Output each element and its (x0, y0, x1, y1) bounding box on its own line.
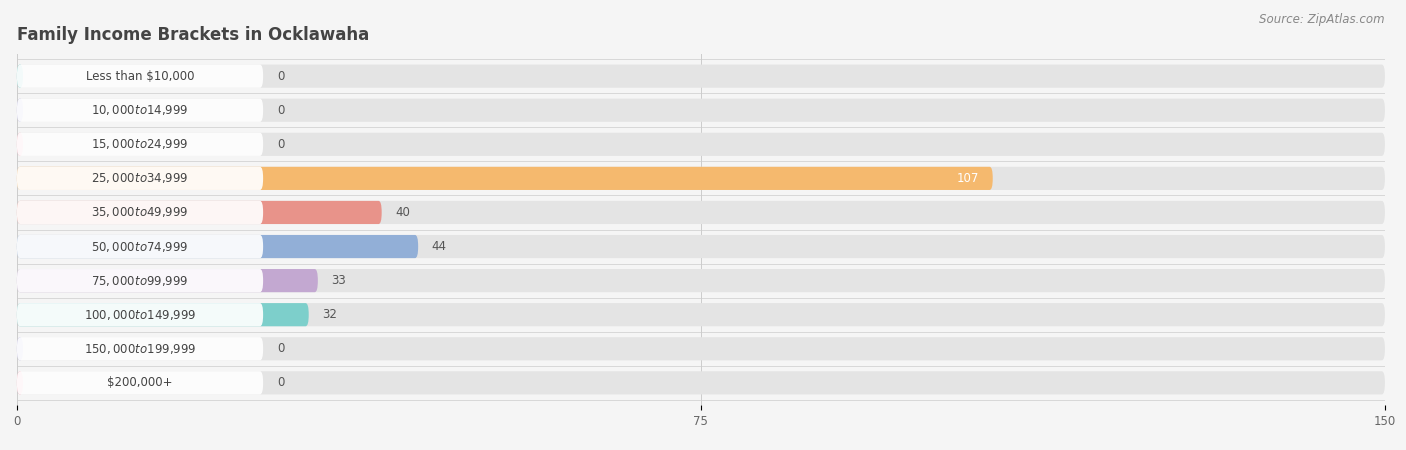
FancyBboxPatch shape (17, 371, 22, 395)
Text: 32: 32 (322, 308, 337, 321)
FancyBboxPatch shape (17, 371, 263, 395)
FancyBboxPatch shape (17, 235, 1385, 258)
FancyBboxPatch shape (17, 235, 263, 258)
Text: 0: 0 (277, 376, 284, 389)
FancyBboxPatch shape (17, 269, 263, 292)
Text: 0: 0 (277, 70, 284, 83)
FancyBboxPatch shape (17, 371, 1385, 395)
FancyBboxPatch shape (17, 303, 1385, 326)
Text: $15,000 to $24,999: $15,000 to $24,999 (91, 137, 188, 151)
FancyBboxPatch shape (17, 269, 1385, 292)
FancyBboxPatch shape (17, 269, 318, 292)
FancyBboxPatch shape (17, 99, 22, 122)
Text: $150,000 to $199,999: $150,000 to $199,999 (84, 342, 197, 356)
FancyBboxPatch shape (17, 201, 263, 224)
Text: $200,000+: $200,000+ (107, 376, 173, 389)
Text: $75,000 to $99,999: $75,000 to $99,999 (91, 274, 188, 288)
FancyBboxPatch shape (17, 201, 1385, 224)
Text: 0: 0 (277, 104, 284, 117)
Text: 0: 0 (277, 138, 284, 151)
FancyBboxPatch shape (17, 201, 381, 224)
Text: 0: 0 (277, 342, 284, 355)
FancyBboxPatch shape (17, 99, 263, 122)
Text: Source: ZipAtlas.com: Source: ZipAtlas.com (1260, 14, 1385, 27)
Text: 44: 44 (432, 240, 447, 253)
FancyBboxPatch shape (17, 99, 1385, 122)
Text: $100,000 to $149,999: $100,000 to $149,999 (84, 308, 197, 322)
Text: Family Income Brackets in Ocklawaha: Family Income Brackets in Ocklawaha (17, 26, 370, 44)
Text: Less than $10,000: Less than $10,000 (86, 70, 194, 83)
FancyBboxPatch shape (17, 133, 1385, 156)
FancyBboxPatch shape (17, 64, 263, 88)
Text: 33: 33 (332, 274, 346, 287)
FancyBboxPatch shape (17, 167, 263, 190)
FancyBboxPatch shape (17, 64, 22, 88)
FancyBboxPatch shape (17, 337, 1385, 360)
Text: $10,000 to $14,999: $10,000 to $14,999 (91, 103, 188, 117)
Text: 107: 107 (956, 172, 979, 185)
Text: 40: 40 (395, 206, 411, 219)
Text: $50,000 to $74,999: $50,000 to $74,999 (91, 239, 188, 253)
FancyBboxPatch shape (17, 167, 993, 190)
Text: $35,000 to $49,999: $35,000 to $49,999 (91, 206, 188, 220)
FancyBboxPatch shape (17, 235, 418, 258)
Text: $25,000 to $34,999: $25,000 to $34,999 (91, 171, 188, 185)
FancyBboxPatch shape (17, 64, 1385, 88)
FancyBboxPatch shape (17, 303, 263, 326)
FancyBboxPatch shape (17, 337, 263, 360)
FancyBboxPatch shape (17, 133, 263, 156)
FancyBboxPatch shape (17, 303, 309, 326)
FancyBboxPatch shape (17, 167, 1385, 190)
FancyBboxPatch shape (17, 337, 22, 360)
FancyBboxPatch shape (17, 133, 22, 156)
